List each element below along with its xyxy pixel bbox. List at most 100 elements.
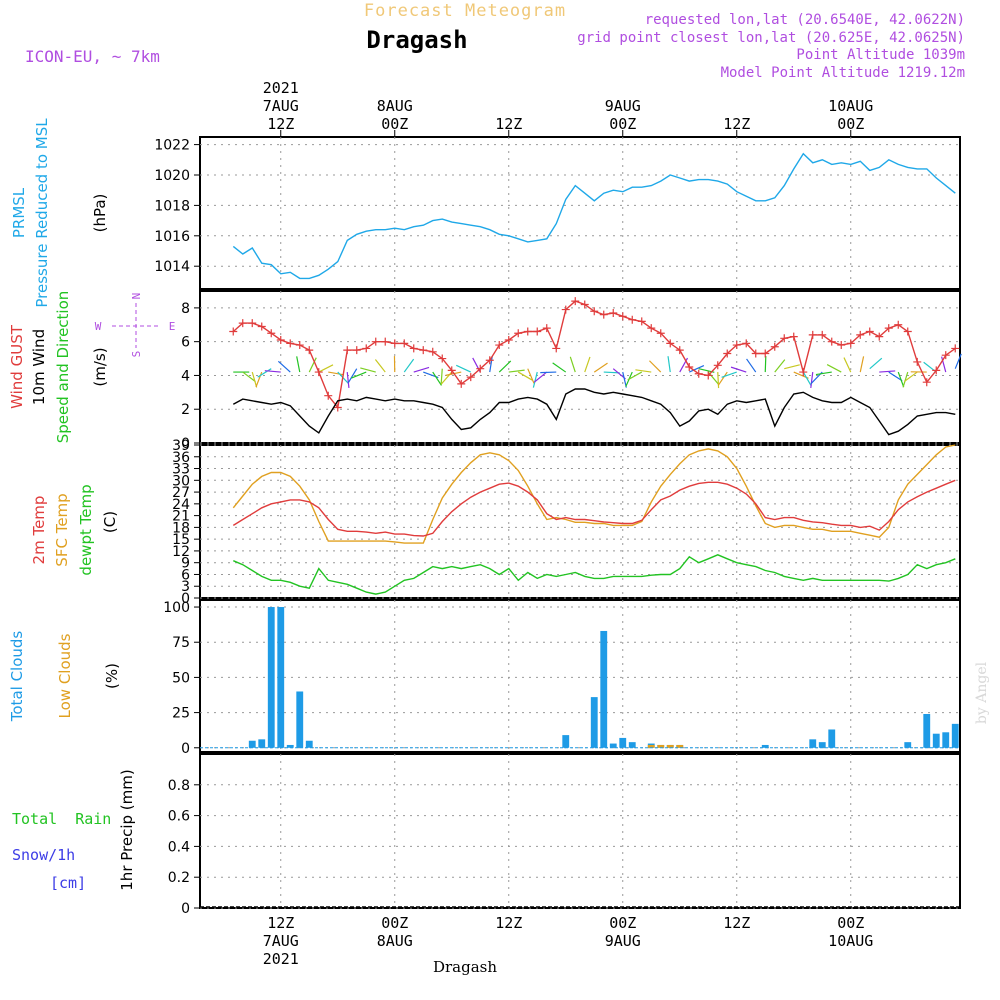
total-cloud-bar: [562, 735, 570, 748]
wind-direction-arrow: [346, 372, 350, 389]
gust-marker: [818, 330, 827, 339]
total-cloud-bar: [932, 733, 940, 748]
gust-marker: [628, 315, 637, 324]
temperature-plot: [232, 444, 956, 595]
wind-direction-arrow: [859, 356, 865, 373]
wind-direction-arrow: [869, 357, 883, 370]
wind-direction-arrow: [498, 360, 512, 373]
gust-marker: [618, 312, 627, 321]
pressure-label: Pressure Reduced to MSL: [33, 118, 51, 308]
y-tick-label: 0.4: [168, 839, 190, 855]
gust-marker: [932, 366, 941, 375]
gust-marker: [248, 319, 257, 328]
wind-direction-arrow: [730, 366, 747, 373]
gust-marker: [352, 346, 361, 355]
gust-marker: [476, 364, 485, 373]
total-cloud-bar: [828, 729, 836, 748]
wind-direction-arrow: [593, 362, 608, 373]
wind10m-label: 10m Wind: [30, 329, 48, 405]
gust-marker: [647, 324, 656, 333]
wind-direction-arrow: [774, 359, 786, 373]
wind-direction-arrow: [455, 364, 472, 373]
wind-direction-arrow: [954, 353, 962, 369]
wind-direction-arrow: [603, 371, 620, 374]
gust-marker: [229, 327, 238, 336]
gust-line: [232, 300, 956, 410]
gust-marker: [409, 344, 418, 353]
wind-direction-arrow: [264, 370, 281, 373]
gust-marker: [257, 322, 266, 331]
gust-marker: [457, 379, 466, 388]
gust-marker: [390, 339, 399, 348]
time-label-top: 12Z: [723, 115, 750, 133]
total-cloud-bar: [258, 739, 266, 748]
total-cloud-bar: [818, 742, 826, 748]
time-label-top: 12Z: [267, 115, 294, 133]
total-cloud-bar: [923, 714, 931, 748]
gust-marker: [276, 335, 285, 344]
requested-coords: requested lon,lat (20.6540E, 42.0622N): [645, 12, 965, 28]
gust-marker: [704, 371, 713, 380]
wind-compass: N S W E: [95, 293, 176, 358]
wind-direction-arrow: [432, 371, 442, 386]
gust-marker: [561, 305, 570, 314]
clouds-unit: (%): [103, 663, 121, 689]
time-label-bottom: 9AUG: [605, 932, 641, 950]
gust-marker: [713, 361, 722, 370]
y-tick-label: 33: [172, 462, 190, 478]
gust-marker: [913, 357, 922, 366]
y-tick-label: 39: [172, 438, 190, 454]
pressure-panel: [199, 136, 961, 290]
low-cloud-bar: [676, 744, 684, 748]
total-cloud-bar: [267, 607, 275, 748]
gust-marker: [286, 339, 295, 348]
gust-marker: [894, 320, 903, 329]
low-clouds-label: Low Clouds: [56, 633, 74, 718]
footer-location: Dragash: [433, 958, 497, 976]
time-label-bottom: 00Z: [837, 914, 864, 932]
gust-marker: [485, 356, 494, 365]
y-tick-label: 100: [163, 600, 190, 616]
y-tick-label: 0: [181, 591, 190, 607]
gust-marker: [637, 317, 646, 326]
gust-marker: [789, 332, 798, 341]
gust-marker: [856, 330, 865, 339]
wind-panel: [199, 290, 961, 444]
clouds-plot: [200, 607, 960, 749]
wind-direction-arrow: [318, 364, 334, 373]
y-tick-label: 25: [172, 706, 190, 722]
wind-speed-label: Speed and Direction: [54, 291, 72, 444]
wind-direction-arrow: [679, 357, 689, 373]
location-title: Dragash: [366, 26, 467, 54]
gust-marker: [827, 337, 836, 346]
temp-unit: (C): [101, 511, 119, 533]
sfc-temp-line: [232, 444, 956, 544]
gust-marker: [523, 327, 532, 336]
dewpt-line: [233, 554, 956, 595]
gust-marker: [751, 349, 760, 358]
watermark: by Angel: [974, 661, 990, 724]
y-tick-label: 1020: [154, 168, 190, 184]
gust-marker: [922, 378, 931, 387]
time-label-bottom: 2021: [263, 950, 299, 968]
y-tick-label: 1022: [154, 138, 190, 154]
total-cloud-bar: [609, 743, 617, 748]
y-tick-label: 0.2: [168, 870, 190, 886]
wind-direction-arrow: [717, 372, 720, 389]
wind-direction-arrow: [569, 356, 576, 373]
time-label-top: 12Z: [495, 115, 522, 133]
wind-direction-arrow: [255, 371, 263, 388]
gust-marker: [884, 324, 893, 333]
wind-direction-arrow: [403, 358, 415, 373]
pressure-plot: [232, 152, 956, 280]
total-cloud-bar: [305, 740, 313, 748]
y-tick-label: 75: [172, 635, 190, 651]
time-label-top: 00Z: [837, 115, 864, 133]
wind-direction-arrow: [649, 360, 662, 373]
wind-direction-arrow: [764, 356, 767, 373]
wind-direction-arrow: [903, 371, 918, 382]
wind-direction-arrow: [897, 371, 905, 388]
gust-marker: [875, 332, 884, 341]
wind-direction-arrow: [627, 371, 643, 381]
gust-marker: [599, 310, 608, 319]
